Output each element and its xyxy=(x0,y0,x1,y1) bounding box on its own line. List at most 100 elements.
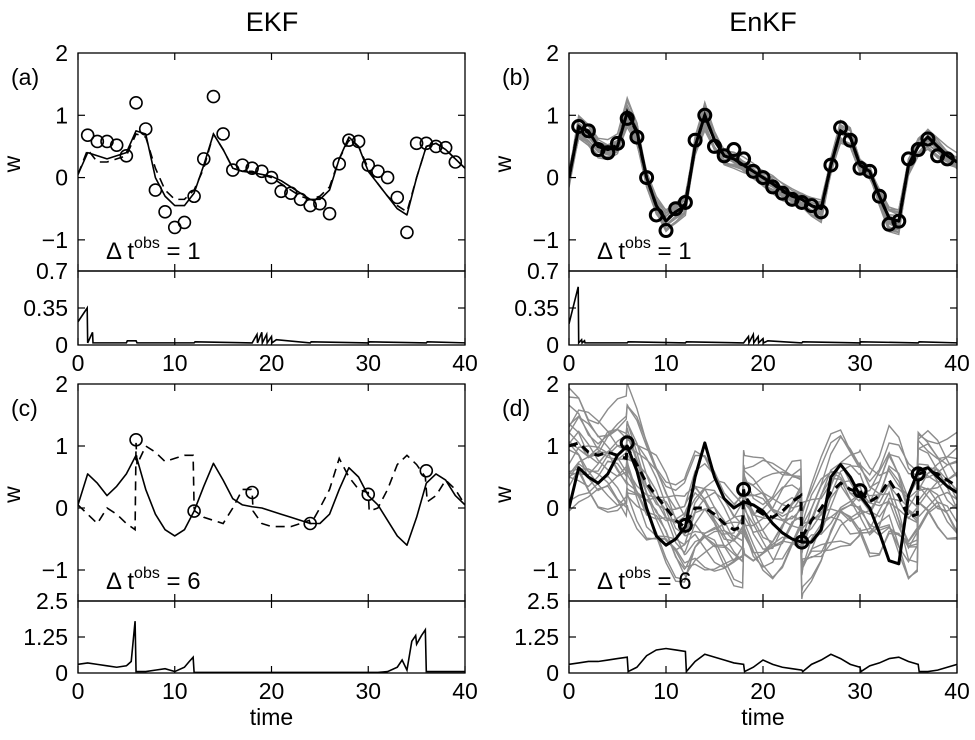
ensemble-member-line xyxy=(569,433,957,553)
observation-point xyxy=(901,151,916,167)
observation-point xyxy=(400,225,414,240)
observation-point xyxy=(245,161,259,176)
observation-point xyxy=(390,190,405,205)
ensemble-member-line xyxy=(569,118,957,212)
panel-label: (c) xyxy=(11,395,38,421)
observation-point xyxy=(419,136,434,151)
ensemble-member-line xyxy=(569,119,957,231)
main-plot-area xyxy=(78,89,465,240)
observation-point xyxy=(871,188,887,204)
y-axis-label: w xyxy=(0,155,25,173)
observation-point xyxy=(448,155,463,169)
dt-obs-annotation: Δ tobs = 1 xyxy=(597,235,692,265)
x-tick-label: 40 xyxy=(452,350,478,376)
truth-line xyxy=(78,130,465,216)
dt-symbol: Δ t xyxy=(106,238,134,265)
observation-point xyxy=(235,158,250,172)
dt-value: = 6 xyxy=(160,568,201,595)
x-tick-label: 20 xyxy=(750,350,776,376)
dt-obs-annotation: Δ tobs = 6 xyxy=(106,565,201,595)
y-axis-label: w xyxy=(490,155,516,173)
error-y-tick-label: 1.25 xyxy=(514,624,559,650)
x-tick-label: 0 xyxy=(563,678,576,704)
error-y-tick-label: 0 xyxy=(546,660,559,686)
observation-point xyxy=(409,136,424,151)
observation-point xyxy=(119,148,134,163)
dt-symbol: Δ t xyxy=(597,238,625,265)
observation-point xyxy=(187,504,201,518)
observation-point xyxy=(419,463,434,478)
main-plot-area xyxy=(569,384,957,600)
y-axis-label: w xyxy=(490,486,516,504)
observation-point xyxy=(580,123,596,139)
y-tick-label: −1 xyxy=(42,557,68,583)
main-plot-area xyxy=(78,432,465,547)
y-tick-label: 1 xyxy=(546,433,559,459)
ensemble-member-line xyxy=(569,445,957,556)
y-tick-label: 1 xyxy=(55,102,68,128)
observation-point xyxy=(187,189,201,204)
ensemble-member-line xyxy=(569,396,957,531)
dt-superscript: obs xyxy=(134,235,160,252)
y-tick-label: 2 xyxy=(55,40,68,66)
observation-point xyxy=(891,213,907,229)
observation-point xyxy=(148,183,163,197)
observation-point xyxy=(274,184,288,199)
observation-point xyxy=(697,107,713,123)
observation-point xyxy=(852,483,868,499)
ensemble-member-line xyxy=(569,402,957,515)
x-tick-label: 10 xyxy=(653,350,679,376)
error-y-tick-label: 0.35 xyxy=(23,295,68,321)
observation-point xyxy=(736,481,752,497)
observation-point xyxy=(284,186,298,200)
observation-point xyxy=(842,132,858,148)
observation-point xyxy=(245,485,259,500)
observation-point xyxy=(351,134,366,149)
observation-point xyxy=(658,223,674,239)
estimate-line xyxy=(78,132,465,214)
error-axes-box xyxy=(568,270,958,346)
observation-point xyxy=(677,194,693,210)
observation-point xyxy=(648,207,664,223)
error-line xyxy=(78,621,465,673)
observation-point xyxy=(255,164,269,179)
x-tick-label: 10 xyxy=(653,678,679,704)
y-tick-label: 0 xyxy=(55,495,68,521)
observation-point xyxy=(90,134,105,149)
column-title-enkf: EnKF xyxy=(729,7,797,37)
dt-value: = 1 xyxy=(160,238,201,265)
ensemble-member-line xyxy=(569,421,957,554)
observation-point xyxy=(216,127,230,141)
observation-point xyxy=(619,435,635,451)
y-tick-label: 2 xyxy=(55,371,68,397)
observation-point xyxy=(177,215,192,230)
x-tick-label: 30 xyxy=(847,678,873,704)
dt-obs-annotation: Δ tobs = 1 xyxy=(106,235,201,265)
x-tick-label: 40 xyxy=(944,350,970,376)
observation-point xyxy=(129,96,143,110)
observation-point xyxy=(129,432,143,447)
ensemble-member-line xyxy=(569,120,957,217)
error-y-tick-label: 0.7 xyxy=(36,258,68,284)
observation-point xyxy=(80,128,95,143)
x-tick-label: 30 xyxy=(847,350,873,376)
observation-point xyxy=(322,206,337,221)
y-tick-label: 2 xyxy=(546,371,559,397)
x-tick-label: 0 xyxy=(72,350,85,376)
y-tick-label: 1 xyxy=(55,433,68,459)
panel-label: (b) xyxy=(502,64,530,90)
observation-point xyxy=(371,164,385,179)
observation-point xyxy=(293,192,308,207)
observation-point xyxy=(303,516,318,531)
error-line xyxy=(78,305,465,345)
observation-point xyxy=(677,517,693,533)
observation-point xyxy=(755,170,771,186)
observation-point xyxy=(196,152,211,166)
panel-label: (a) xyxy=(11,64,39,90)
observation-point xyxy=(629,129,645,145)
x-tick-label: 0 xyxy=(72,678,85,704)
x-tick-label: 20 xyxy=(259,678,285,704)
